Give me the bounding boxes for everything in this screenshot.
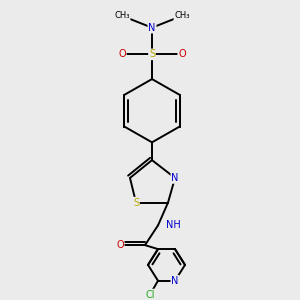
- Text: N: N: [171, 276, 179, 286]
- Text: NH: NH: [166, 220, 181, 230]
- Text: S: S: [149, 50, 155, 59]
- Text: CH₃: CH₃: [114, 11, 130, 20]
- Text: N: N: [171, 173, 179, 183]
- Text: O: O: [178, 50, 186, 59]
- Text: O: O: [118, 50, 126, 59]
- Text: CH₃: CH₃: [174, 11, 190, 20]
- Text: S: S: [133, 198, 139, 208]
- Text: N: N: [148, 23, 156, 33]
- Text: O: O: [116, 240, 124, 250]
- Text: Cl: Cl: [145, 290, 155, 300]
